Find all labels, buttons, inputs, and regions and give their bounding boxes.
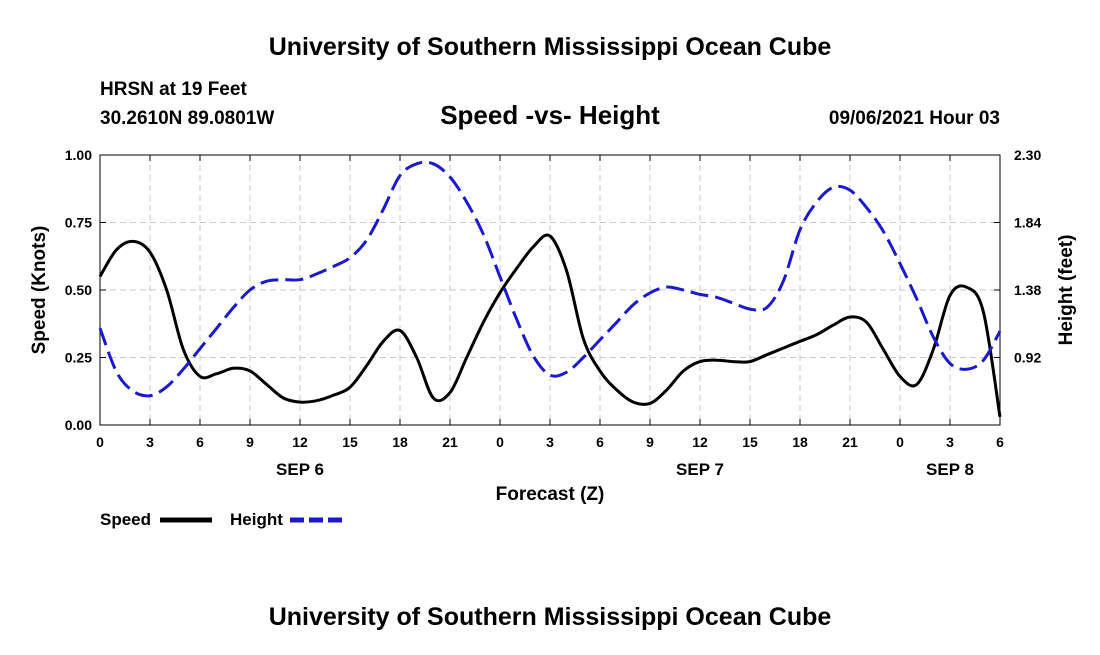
x-tick-label: 15 — [742, 434, 758, 450]
axes: 0 3 6 9 12 15 18 21 0 3 6 9 12 15 18 21 0 3 6 0.00 0.25 0.50 0… — [65, 147, 1042, 479]
coords-label: 30.2610N 89.0801W — [100, 108, 274, 129]
y-right-label: Height (feet) — [1056, 235, 1077, 346]
y-right-tick-label: 2.30 — [1014, 147, 1041, 163]
x-tick-label: 6 — [196, 434, 204, 450]
x-tick-label: 6 — [596, 434, 604, 450]
title-bottom: University of Southern Mississippi Ocean… — [269, 603, 832, 631]
x-tick-label: 0 — [96, 434, 104, 450]
y-right-tick-label: 0.92 — [1014, 350, 1041, 366]
x-tick-label: 9 — [646, 434, 654, 450]
x-tick-label: 15 — [342, 434, 358, 450]
title-top: University of Southern Mississippi Ocean… — [269, 33, 832, 61]
y-left-tick-label: 0.50 — [65, 282, 92, 298]
x-tick-label: 12 — [692, 434, 708, 450]
x-tick-label: 6 — [996, 434, 1004, 450]
x-tick-label: 18 — [392, 434, 408, 450]
day-label: SEP 6 — [276, 460, 324, 479]
x-tick-label: 12 — [292, 434, 308, 450]
station-label: HRSN at 19 Feet — [100, 79, 247, 100]
day-label: SEP 7 — [676, 460, 724, 479]
series-line-height — [98, 160, 1002, 398]
y-left-tick-label: 0.00 — [65, 417, 92, 433]
day-label: SEP 8 — [926, 460, 974, 479]
x-tick-label: 3 — [546, 434, 554, 450]
y-left-tick-label: 0.25 — [65, 350, 92, 366]
x-tick-label: 3 — [946, 434, 954, 450]
y-left-tick-label: 1.00 — [65, 147, 92, 163]
x-tick-label: 3 — [146, 434, 154, 450]
legend-height-label: Height — [230, 510, 283, 529]
y-left-tick-label: 0.75 — [65, 215, 92, 231]
x-tick-label: 21 — [842, 434, 858, 450]
series-line-speed — [98, 233, 1002, 418]
series-group — [98, 160, 1002, 418]
x-tick-label: 18 — [792, 434, 808, 450]
x-tick-label: 21 — [442, 434, 458, 450]
x-tick-label: 0 — [896, 434, 904, 450]
y-right-tick-label: 1.38 — [1014, 282, 1041, 298]
datetime-label: 09/06/2021 Hour 03 — [829, 108, 1000, 129]
y-right-tick-label: 1.84 — [1014, 215, 1041, 231]
x-axis-label: Forecast (Z) — [496, 484, 605, 505]
legend-speed-label: Speed — [100, 510, 151, 529]
x-tick-label: 0 — [496, 434, 504, 450]
x-tick-label: 9 — [246, 434, 254, 450]
chart-subtitle: Speed -vs- Height — [440, 100, 660, 130]
grid-lines — [100, 155, 1000, 425]
y-left-label: Speed (Knots) — [29, 226, 50, 355]
